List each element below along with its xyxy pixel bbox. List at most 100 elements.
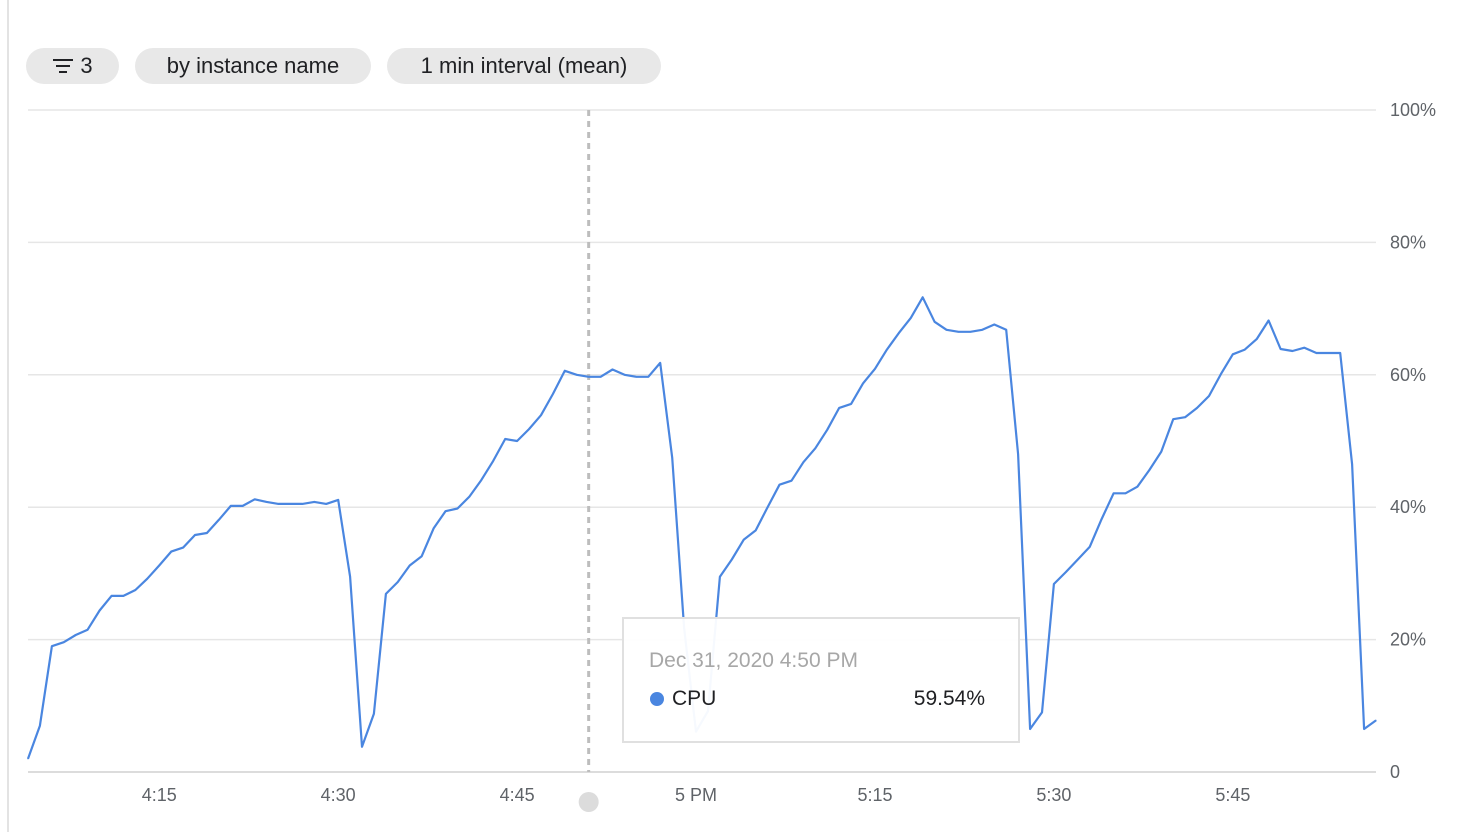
data-point [39,725,41,727]
data-point [957,331,960,333]
y-tick-label: 40% [1390,497,1426,517]
tooltip-series-name: CPU [672,687,717,710]
data-point [588,376,590,378]
data-point [421,555,423,557]
data-point [397,581,399,583]
data-point [206,532,208,534]
x-tick-label: 5:45 [1215,785,1250,805]
data-point [1124,492,1127,494]
data-point [993,323,995,326]
data-point [122,595,124,597]
data-point [385,593,387,595]
data-point [981,329,983,331]
x-axis-labels: 4:15 4:30 4:45 5 PM 5:15 5:30 5:45 [142,785,1251,805]
data-point [349,576,351,578]
data-point [242,505,244,507]
data-point [1208,395,1210,397]
data-point [409,564,411,567]
data-point [456,507,459,510]
data-point [1363,728,1365,730]
data-point [51,645,53,647]
data-point [1077,558,1079,561]
filter-chip[interactable]: 3 [26,48,119,84]
filter-icon [52,57,74,75]
tooltip-date: Dec 31, 2020 4:50 PM [649,649,858,672]
data-point [564,370,566,372]
x-tick-label: 5:30 [1036,785,1071,805]
data-point [850,403,852,405]
data-point [337,499,339,501]
data-point [254,498,256,500]
data-point [325,503,327,505]
data-point [1053,583,1055,585]
data-point [277,503,280,505]
data-point [516,440,518,442]
data-point [480,479,482,481]
data-point [75,634,77,636]
data-point [1315,352,1317,354]
data-point [110,595,113,597]
data-point [862,382,864,384]
data-point [1196,407,1198,409]
data-point [504,438,506,440]
data-point [230,505,232,507]
data-point [170,551,172,553]
grid-lines [28,109,1376,773]
data-point [194,534,196,536]
data-point [1065,571,1067,573]
data-point [1280,348,1282,350]
crosshair-handle[interactable] [578,792,599,812]
data-point [659,362,661,364]
data-point [945,329,948,331]
panel-left-border [7,0,9,832]
data-point [755,529,757,532]
data-point [731,558,733,561]
data-point [743,539,745,541]
data-point [790,480,793,482]
data-point [1256,338,1258,340]
data-point [1113,492,1115,494]
data-point [611,368,614,371]
x-tick-label: 5:15 [857,785,892,805]
data-point [552,393,554,395]
data-point [433,527,435,530]
data-point [266,501,268,503]
data-point [182,547,184,549]
x-tick-label: 4:45 [500,785,535,805]
data-point [1041,711,1043,714]
data-point [898,332,900,334]
y-tick-label: 0 [1390,762,1400,782]
data-point [1232,353,1234,355]
chart-tooltip: Dec 31, 2020 4:50 PM CPU 59.54% [622,617,1020,743]
data-point [767,506,769,508]
data-point [301,503,303,505]
data-point [1148,469,1150,471]
data-point [671,457,673,459]
interval-chip[interactable]: 1 min interval (mean) [387,48,661,84]
chart-toolbar: 3 by instance name 1 min interval (mean) [26,48,661,84]
data-point [87,629,89,631]
data-point [134,589,136,591]
y-tick-label: 100% [1390,100,1436,120]
data-point [1327,352,1329,354]
data-point [361,746,363,748]
y-tick-label: 80% [1390,232,1426,252]
data-point [158,564,160,567]
data-point [63,641,65,643]
data-point [1244,349,1246,351]
data-point [1005,329,1007,331]
data-point [969,331,972,333]
data-point [778,484,781,486]
data-point [576,374,578,376]
data-point [600,376,602,378]
y-tick-label: 20% [1390,630,1426,650]
data-point [814,447,816,449]
x-tick-label: 4:30 [321,785,356,805]
tooltip-value: 59.54% [913,687,985,710]
data-point [289,503,291,505]
group-by-chip[interactable]: by instance name [135,48,371,84]
y-tick-label: 60% [1390,365,1426,385]
data-point [1220,373,1222,375]
data-point [886,349,888,351]
data-point [647,376,649,378]
